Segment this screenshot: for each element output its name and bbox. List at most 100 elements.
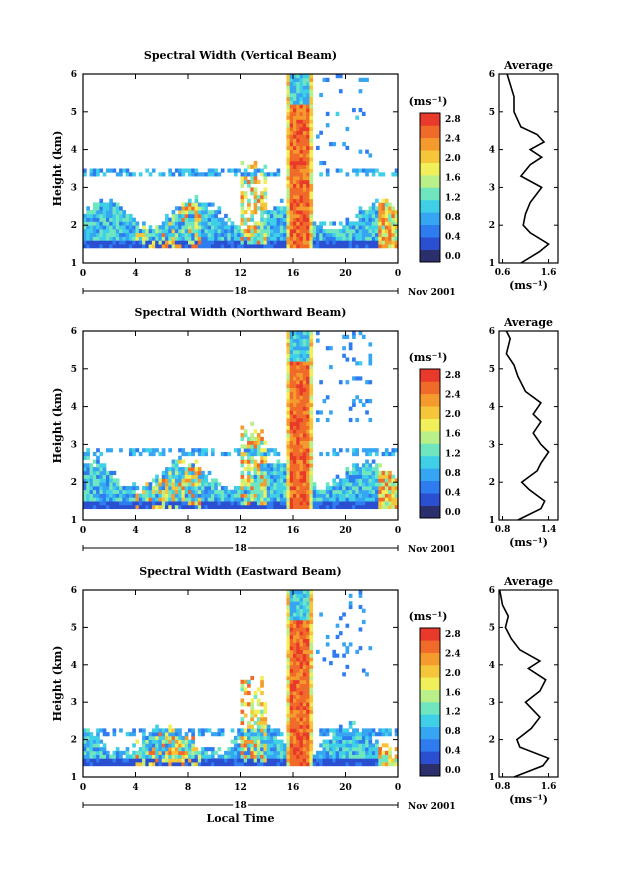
colorbar-swatch (420, 739, 440, 752)
heatmap-cell (184, 168, 189, 173)
heatmap-cell (122, 210, 127, 215)
heatmap-cell (345, 448, 350, 453)
heatmap-cell (293, 213, 297, 219)
heatmap-cell (201, 747, 205, 752)
heatmap-cell (342, 762, 346, 767)
heatmap-cell (181, 168, 186, 173)
heatmap-cell (263, 485, 268, 491)
heatmap-cell (293, 732, 297, 737)
heatmap-cell (128, 172, 133, 177)
heatmap-cell (306, 687, 310, 692)
heatmap-cell (191, 168, 195, 173)
heatmap-cell (237, 504, 241, 510)
heatmap-cell (191, 758, 195, 763)
heatmap-cell (240, 451, 245, 457)
heatmap-cell (342, 758, 346, 763)
heatmap-cell (289, 661, 294, 666)
heatmap-cell (171, 504, 176, 510)
heatmap-cell (293, 77, 297, 82)
heatmap-cell (309, 153, 314, 158)
heatmap-cell (161, 225, 166, 230)
heatmap-cell (296, 399, 300, 404)
heatmap-cell (237, 232, 241, 237)
heatmap-cell (302, 489, 307, 494)
colorbar-swatch (420, 468, 440, 482)
heatmap-cell (224, 493, 228, 498)
heatmap-cell (158, 754, 163, 759)
heatmap-cell (355, 739, 360, 744)
heatmap-cell (250, 754, 255, 759)
heatmap-cell (309, 134, 314, 139)
heatmap-cell (394, 172, 399, 177)
heatmap-cell (309, 338, 314, 343)
heatmap-cell (388, 489, 392, 494)
heatmap-cell (142, 221, 146, 226)
date-label: Nov 2001 (408, 802, 456, 812)
heatmap-cell (293, 433, 297, 438)
heatmap-cell (115, 206, 120, 211)
heatmap-cell (299, 485, 304, 491)
heatmap-cell (174, 735, 179, 740)
avg-y-tick-label: 1 (489, 259, 495, 269)
heatmap-cell (293, 380, 297, 385)
heatmap-cell (306, 149, 310, 154)
heatmap-cell (260, 489, 264, 494)
heatmap-cell (296, 349, 300, 355)
heatmap-cell (260, 713, 264, 718)
heatmap-cell (207, 485, 212, 491)
heatmap-cell (207, 747, 212, 752)
heatmap-cell (293, 399, 297, 404)
heatmap-cell (296, 183, 300, 188)
heatmap-cell (361, 236, 366, 241)
heatmap-cell (286, 661, 291, 666)
heatmap-cell (306, 176, 310, 181)
heatmap-cell (299, 474, 304, 479)
heatmap-cell (184, 206, 189, 211)
heatmap-cell (178, 728, 182, 733)
heatmap-cell (250, 433, 255, 438)
heatmap-cell (286, 425, 291, 430)
heatmap-cell (306, 638, 310, 643)
heatmap-cell (89, 213, 94, 219)
heatmap-cell (237, 485, 241, 491)
heatmap-cell (204, 501, 209, 506)
heatmap-cell (335, 735, 340, 740)
heatmap-cell (273, 463, 277, 468)
heatmap-cell (293, 104, 297, 109)
heatmap-cell (240, 210, 245, 215)
heatmap-cell (381, 470, 386, 476)
heatmap-cell (286, 429, 291, 434)
heatmap-cell (286, 213, 291, 219)
heatmap-cell (345, 217, 350, 222)
heatmap-cell (210, 221, 215, 226)
heatmap-cell (365, 232, 369, 237)
y-axis-label: Height (km) (51, 388, 64, 464)
heatmap-cell (247, 436, 251, 442)
heatmap-cell (302, 661, 307, 666)
heatmap-cell (119, 501, 123, 506)
heatmap-cell (83, 451, 87, 457)
heatmap-cell (332, 739, 337, 744)
heatmap-cell (296, 331, 300, 336)
heatmap-cell (273, 482, 277, 487)
heatmap-cell (283, 478, 287, 483)
heatmap-cell (296, 353, 300, 358)
heatmap-cell (306, 92, 310, 98)
heatmap-cell (89, 754, 94, 759)
heatmap-cell (119, 497, 123, 502)
heatmap-cell (83, 743, 87, 748)
heatmap-cell (302, 444, 307, 449)
heatmap-cell (286, 482, 291, 487)
avg-y-tick-label: 1 (489, 773, 495, 783)
heatmap-cell (188, 482, 192, 487)
heatmap-cell (86, 754, 90, 759)
avg-x-tick-label: 0.6 (495, 268, 511, 278)
heatmap-cell (247, 467, 251, 472)
colorbar-tick-label: 0.0 (445, 508, 461, 518)
heatmap-cell (365, 467, 369, 472)
heatmap-cell (122, 168, 127, 173)
heatmap-cell (352, 728, 356, 733)
heatmap-cell (338, 732, 343, 737)
heatmap-cell (243, 758, 248, 763)
heatmap-cell (266, 482, 271, 487)
